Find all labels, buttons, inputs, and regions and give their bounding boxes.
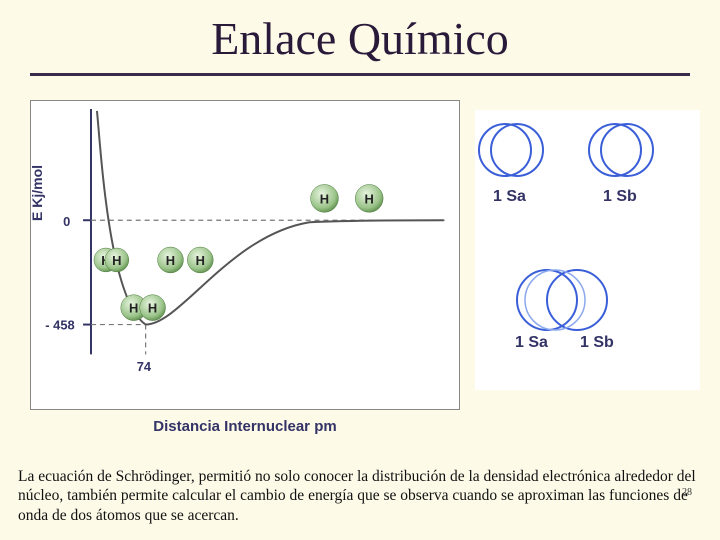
orbital-top-left xyxy=(479,124,543,176)
orbital-label-1sb-top: 1 Sb xyxy=(603,188,637,206)
ytick-458-label: - 458 xyxy=(45,318,74,333)
title-rule xyxy=(30,73,690,76)
atom-label: H xyxy=(196,253,205,268)
energy-curve-chart: E Kj/mol 0 - 458 74 HHHHHHHH xyxy=(30,100,460,410)
atom-pairs-group: HHHHHHHH xyxy=(94,184,383,320)
y-axis-label: E Kj/mol xyxy=(29,165,45,221)
energy-curve-line xyxy=(97,111,444,325)
atom-label: H xyxy=(112,253,121,268)
atom-label: H xyxy=(166,253,175,268)
page-title: Enlace Químico xyxy=(0,0,720,65)
atom-label: H xyxy=(129,301,138,316)
atom-label: H xyxy=(320,191,329,206)
energy-curve-svg: 0 - 458 74 HHHHHHHH xyxy=(31,101,459,409)
orbital-label-1sa-top: 1 Sa xyxy=(493,188,526,206)
xtick-74-label: 74 xyxy=(137,359,152,374)
orbital-bottom-pair xyxy=(517,270,607,330)
orbital-label-1sb-bot: 1 Sb xyxy=(580,334,614,352)
ytick-0-label: 0 xyxy=(63,214,70,229)
orbital-label-1sa-bot: 1 Sa xyxy=(515,334,548,352)
orbital-top-right xyxy=(589,124,653,176)
caption-text: La ecuación de Schrödinger, permitió no … xyxy=(18,467,702,526)
orbitals-panel: 1 Sa 1 Sb 1 Sa 1 Sb xyxy=(475,110,700,390)
atom-label: H xyxy=(148,301,157,316)
x-axis-row: Distancia Internuclear pm xyxy=(30,418,460,435)
atom-label: H xyxy=(365,191,374,206)
x-axis-label: Distancia Internuclear pm xyxy=(30,418,460,435)
